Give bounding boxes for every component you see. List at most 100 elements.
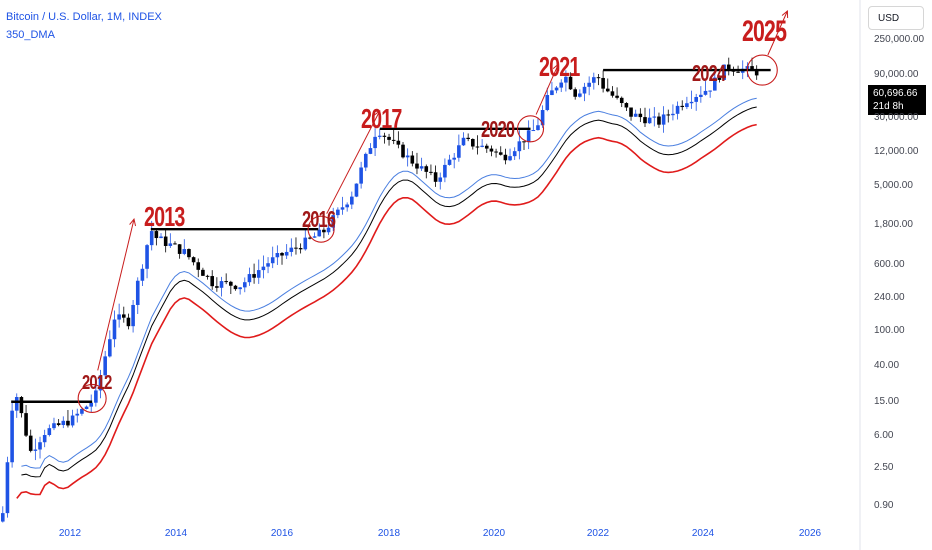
candle-body	[280, 253, 284, 256]
candle-body	[536, 125, 540, 131]
candle-body	[354, 183, 359, 197]
currency-button[interactable]: USD	[868, 6, 924, 30]
candle-body	[345, 204, 349, 208]
candle-body	[256, 270, 261, 278]
candle-body	[517, 141, 522, 152]
candle-body	[564, 76, 568, 83]
indicator-label[interactable]: 350_DMA	[6, 29, 55, 41]
candle-body	[708, 90, 712, 92]
time-tick-label: 2012	[58, 528, 82, 539]
candle-body	[224, 281, 228, 283]
price-tick-label: 250,000.00	[874, 34, 925, 45]
annotation-2025: 2025	[742, 13, 787, 48]
candle-body	[391, 139, 396, 141]
candle-body	[28, 435, 33, 451]
candle-body	[531, 130, 536, 132]
candle-body	[340, 207, 345, 210]
candle-body	[522, 141, 526, 143]
bar-countdown: 21d 8h	[873, 101, 904, 112]
price-tick-label: 0.90	[874, 500, 894, 511]
candle-body	[52, 423, 56, 429]
candle-body	[322, 229, 326, 233]
candle-body	[66, 420, 70, 426]
candle-body	[163, 236, 168, 246]
candle-body	[135, 280, 140, 305]
time-tick-label: 2024	[691, 528, 715, 539]
candle-body	[219, 281, 224, 288]
price-tick-label: 1,800.00	[874, 219, 913, 230]
candle-body	[750, 66, 754, 70]
candle-body	[675, 105, 680, 114]
candle-body	[480, 145, 484, 147]
candle-body	[108, 339, 112, 357]
candle-body	[80, 409, 84, 414]
candle-body	[284, 251, 289, 256]
candle-body	[14, 397, 19, 411]
candle-body	[182, 249, 187, 254]
candle-body	[596, 77, 601, 79]
candle-body	[578, 93, 582, 97]
candle-body	[252, 274, 256, 278]
annotation-2013: 2013	[144, 202, 185, 233]
candle-body	[722, 64, 726, 80]
candle-body	[699, 94, 703, 97]
candle-body	[629, 107, 633, 117]
candle-body	[326, 227, 331, 233]
candle-body	[638, 113, 643, 118]
candle-body	[498, 152, 503, 155]
candle-body	[633, 113, 638, 117]
candle-body	[447, 159, 452, 165]
trend-arrow-3	[535, 63, 559, 115]
candle-body	[545, 95, 550, 111]
price-tick-label: 240.00	[874, 292, 905, 303]
annotation-2012: 2012	[82, 371, 112, 394]
candle-body	[573, 89, 577, 97]
candle-body	[387, 136, 391, 140]
candle-body	[145, 245, 149, 269]
annotation-2017: 2017	[361, 104, 402, 135]
candle-body	[294, 247, 298, 249]
annotation-2016: 2016	[302, 207, 336, 232]
candle-body	[754, 69, 759, 76]
candle-body	[19, 397, 24, 414]
candle-body	[47, 428, 52, 436]
candle-body	[303, 237, 308, 250]
candle-body	[508, 156, 512, 161]
candle-body	[601, 77, 605, 89]
candle-body	[643, 117, 647, 124]
time-tick-label: 2020	[482, 528, 506, 539]
annotation-2020: 2020	[481, 117, 515, 142]
candle-body	[419, 166, 424, 169]
candle-body	[140, 268, 145, 281]
price-tick-label: 15.00	[874, 396, 900, 407]
candle-body	[196, 262, 201, 270]
time-tick-label: 2016	[270, 528, 294, 539]
candle-body	[550, 90, 554, 96]
candle-body	[433, 172, 438, 182]
candle-body	[149, 231, 154, 246]
candle-body	[261, 266, 266, 271]
time-tick-label: 2014	[164, 528, 188, 539]
candle-body	[312, 236, 317, 238]
candle-body	[131, 304, 135, 327]
candle-body	[647, 117, 652, 124]
candle-body	[457, 145, 461, 158]
candle-body	[484, 145, 489, 149]
trend-arrow-1	[97, 219, 135, 371]
last-price-tag: 60,696.66 21d 8h	[868, 85, 926, 115]
candle-body	[475, 146, 480, 148]
ma-line-red	[16, 123, 757, 499]
candle-body	[126, 317, 131, 327]
candle-body	[382, 135, 387, 137]
candle-body	[512, 151, 517, 157]
candle-body	[168, 243, 173, 246]
annotation-2021: 2021	[539, 52, 580, 83]
candle-body	[452, 157, 456, 160]
candle-body	[624, 103, 629, 108]
candle-body	[661, 114, 666, 125]
candle-body	[410, 155, 415, 164]
candle-body	[689, 101, 694, 104]
candle-body	[657, 116, 661, 125]
candle-body	[438, 177, 443, 182]
